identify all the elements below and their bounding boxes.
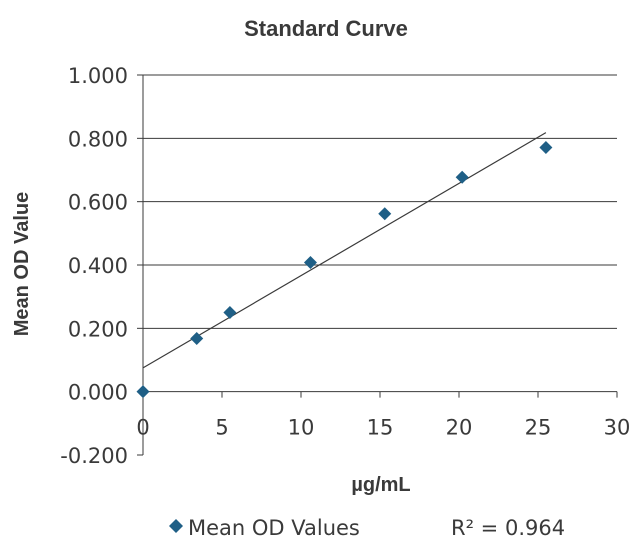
y-tick-label: 1.000 bbox=[68, 64, 128, 88]
x-axis-title: µg/mL bbox=[351, 474, 410, 496]
y-tick-labels: -0.200 0.000 0.200 0.400 0.600 0.800 1.000 bbox=[60, 64, 128, 468]
y-tick-label: 0.200 bbox=[68, 317, 128, 341]
r-squared-label: R² = 0.964 bbox=[451, 516, 565, 540]
x-tick-label: 10 bbox=[288, 416, 315, 440]
y-axis bbox=[137, 74, 144, 456]
data-point bbox=[136, 385, 150, 399]
legend: Mean OD Values R² = 0.964 bbox=[169, 516, 565, 540]
x-tick-label: 0 bbox=[136, 416, 149, 440]
chart-title: Standard Curve bbox=[244, 16, 408, 41]
y-tick-label: -0.200 bbox=[60, 444, 128, 468]
trendline bbox=[142, 132, 547, 369]
y-tick-label: 0.600 bbox=[68, 191, 128, 215]
data-points bbox=[136, 141, 553, 399]
x-tick-labels: 0 5 10 15 20 25 30 bbox=[136, 416, 630, 440]
x-tick-label: 25 bbox=[525, 416, 552, 440]
trendline-group bbox=[142, 132, 547, 369]
gridlines bbox=[143, 74, 617, 329]
legend-marker bbox=[169, 519, 183, 533]
x-tick-label: 15 bbox=[367, 416, 394, 440]
y-tick-label: 0.800 bbox=[68, 127, 128, 151]
data-point bbox=[539, 141, 553, 155]
data-point bbox=[190, 331, 204, 345]
x-tick-label: 30 bbox=[604, 416, 631, 440]
y-tick-label: 0.400 bbox=[68, 254, 128, 278]
data-point bbox=[223, 306, 237, 319]
x-axis bbox=[142, 391, 618, 398]
y-tick-label: 0.000 bbox=[68, 381, 128, 405]
data-point bbox=[378, 207, 392, 221]
legend-series-label: Mean OD Values bbox=[188, 516, 360, 540]
data-point bbox=[455, 170, 469, 184]
y-axis-title: Mean OD Value bbox=[11, 192, 33, 337]
data-point bbox=[303, 255, 317, 269]
x-tick-label: 20 bbox=[446, 416, 473, 440]
x-tick-label: 5 bbox=[215, 416, 228, 440]
